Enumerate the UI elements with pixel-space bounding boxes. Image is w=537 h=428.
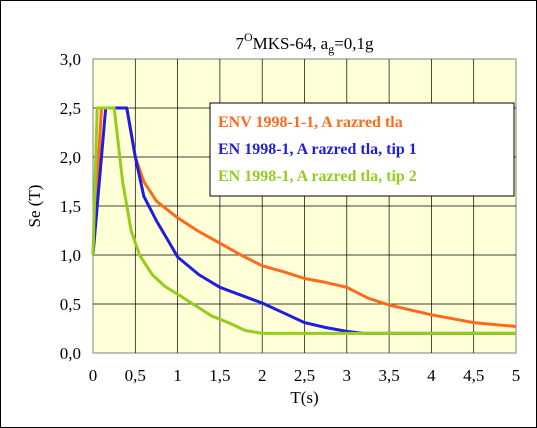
y-tick-label: 3,0 xyxy=(60,50,81,69)
x-tick-label: 1,5 xyxy=(209,366,230,385)
x-tick-label: 3 xyxy=(343,366,352,385)
x-tick-label: 0,5 xyxy=(125,366,146,385)
legend-entry-3: EN 1998-1, A razred tla, tip 2 xyxy=(218,168,417,185)
tick-labels: 0 0,5 1 1,5 2 2,5 3 3,5 4 4,5 5 0,0 0,5 1,0 1,5 2,0 2,5 3… xyxy=(60,50,521,385)
x-tick-label: 4,5 xyxy=(463,366,484,385)
y-tick-label: 1,0 xyxy=(60,246,81,265)
y-tick-label: 0,0 xyxy=(60,344,81,363)
y-tick-label: 0,5 xyxy=(60,295,81,314)
y-axis-label: Se (T) xyxy=(25,185,44,228)
legend-entry-1: ENV 1998-1-1, A razred tla xyxy=(218,114,403,131)
legend-entry-2: EN 1998-1, A razred tla, tip 1 xyxy=(218,141,417,158)
x-tick-label: 4 xyxy=(427,366,436,385)
series-line-1 xyxy=(91,106,517,328)
series-lines xyxy=(91,106,517,335)
legend-box xyxy=(209,102,515,197)
y-tick-label: 2,5 xyxy=(60,99,81,118)
legend: ENV 1998-1-1, A razred tla EN 1998-1, A r… xyxy=(209,102,515,197)
x-tick-label: 0 xyxy=(89,366,98,385)
series-line-3 xyxy=(91,106,516,335)
y-tick-label: 2,0 xyxy=(60,148,81,167)
x-tick-label: 3,5 xyxy=(378,366,399,385)
chart-title: 7OMKS-64, ag=0,1g xyxy=(235,30,374,56)
x-tick-label: 5 xyxy=(512,366,521,385)
x-tick-label: 1 xyxy=(173,366,182,385)
x-axis-label: T(s) xyxy=(290,388,318,407)
x-tick-label: 2 xyxy=(258,366,267,385)
y-tick-label: 1,5 xyxy=(60,197,81,216)
x-tick-label: 2,5 xyxy=(294,366,315,385)
